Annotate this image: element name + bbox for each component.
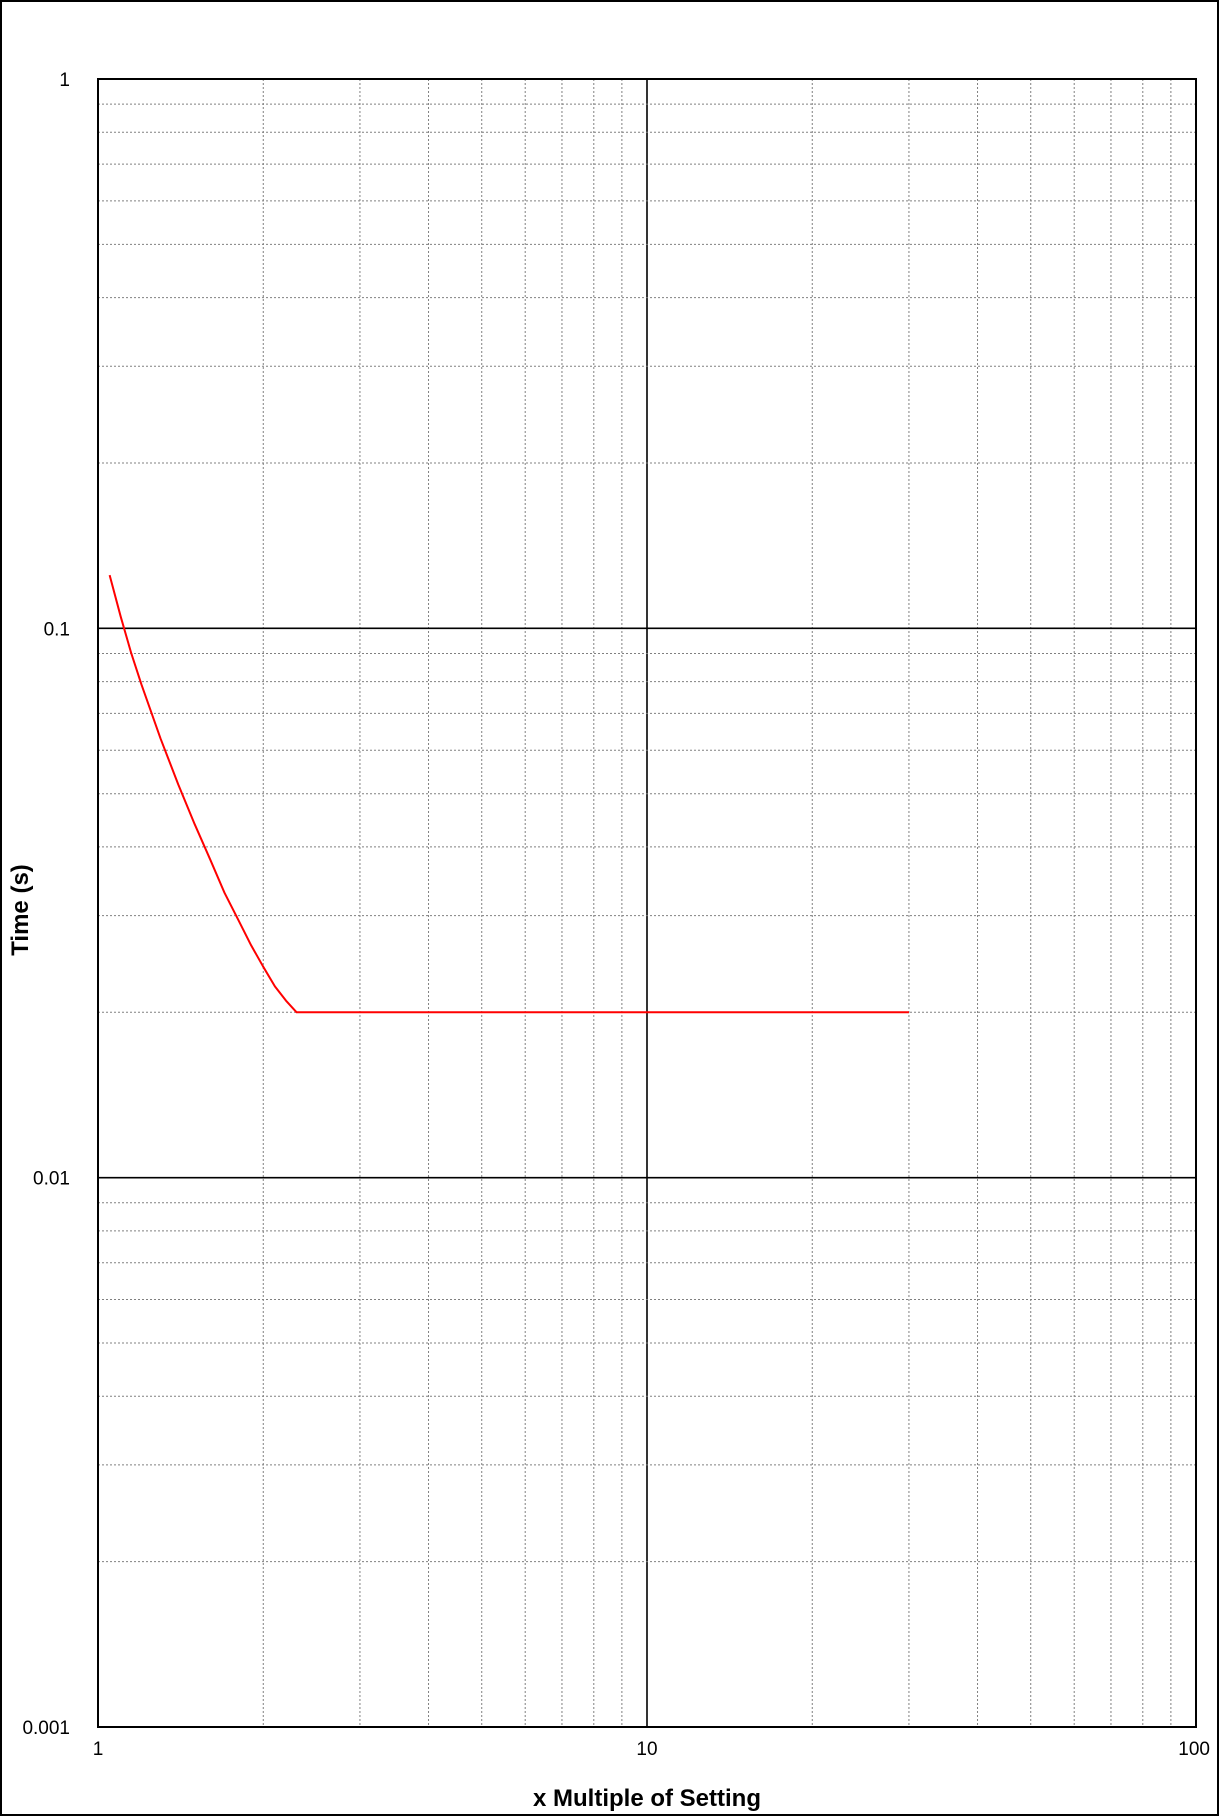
x-axis-title: x Multiple of Setting: [533, 1785, 761, 1812]
y-tick-label: 0.01: [33, 1169, 70, 1190]
y-tick-label: 1: [59, 70, 70, 91]
y-tick-labels: 0.001 0.01 0.1 1: [22, 70, 70, 1739]
grid-layer: [97, 78, 1197, 1728]
y-tick-label: 0.1: [44, 619, 70, 640]
x-tick-label: 1: [93, 1739, 104, 1760]
plot-frame: [97, 78, 1197, 1728]
series-line-0: [108, 574, 909, 1014]
x-tick-labels: 1 10 100: [93, 1739, 1210, 1760]
y-tick-label: 0.001: [22, 1718, 70, 1739]
x-tick-label: 10: [636, 1739, 657, 1760]
series-layer: [108, 574, 909, 1014]
x-tick-label: 100: [1178, 1739, 1210, 1760]
y-axis-title: Time (s): [7, 864, 34, 956]
